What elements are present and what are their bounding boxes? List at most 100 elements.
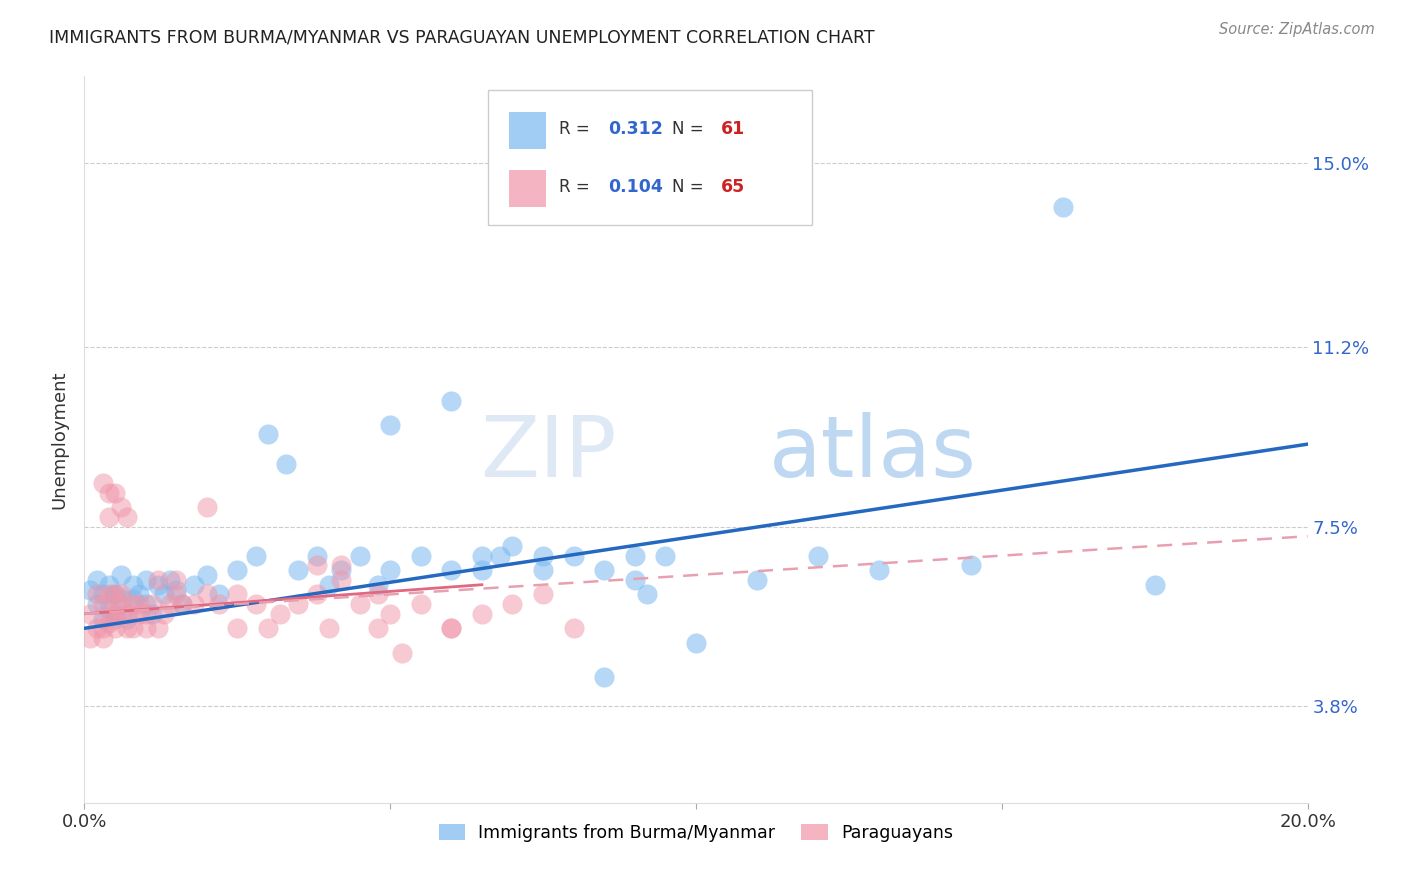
Point — [330, 558, 353, 573]
Text: 65: 65 — [720, 178, 745, 196]
Point — [159, 573, 181, 587]
Legend: Immigrants from Burma/Myanmar, Paraguayans: Immigrants from Burma/Myanmar, Paraguaya… — [432, 817, 960, 848]
Point — [960, 558, 983, 573]
Point — [165, 573, 187, 587]
Point — [747, 573, 769, 587]
Point — [153, 607, 176, 621]
Point — [91, 475, 114, 490]
Point — [531, 563, 554, 577]
Point — [349, 597, 371, 611]
Point — [110, 500, 132, 515]
Point — [79, 607, 101, 621]
Point — [380, 563, 402, 577]
Point — [97, 616, 120, 631]
Point — [104, 587, 127, 601]
Point — [330, 573, 353, 587]
Point — [257, 427, 280, 442]
Point — [531, 549, 554, 563]
Text: 0.312: 0.312 — [607, 120, 662, 138]
Point — [86, 621, 108, 635]
Point — [159, 597, 181, 611]
Text: 0.104: 0.104 — [607, 178, 662, 196]
Text: ZIP: ZIP — [479, 412, 616, 495]
Point — [115, 607, 138, 621]
Point — [195, 587, 218, 601]
Point — [79, 582, 101, 597]
Text: 61: 61 — [720, 120, 745, 138]
Point — [807, 549, 830, 563]
Point — [226, 587, 249, 601]
Point — [128, 607, 150, 621]
Point — [226, 621, 249, 635]
Point — [97, 485, 120, 500]
Point — [305, 549, 328, 563]
Text: Source: ZipAtlas.com: Source: ZipAtlas.com — [1219, 22, 1375, 37]
Point — [471, 607, 494, 621]
Point — [183, 597, 205, 611]
Point — [305, 587, 328, 601]
Point — [146, 573, 169, 587]
Point — [128, 597, 150, 611]
Point — [97, 509, 120, 524]
Point — [287, 597, 309, 611]
Point — [104, 485, 127, 500]
Point — [1052, 200, 1074, 214]
Point — [91, 631, 114, 645]
Bar — [509, 112, 546, 148]
Point — [183, 578, 205, 592]
Point — [502, 597, 524, 611]
Point — [86, 587, 108, 601]
Point — [471, 563, 494, 577]
Text: R =: R = — [560, 178, 589, 196]
Point — [86, 597, 108, 611]
Point — [172, 597, 194, 611]
Point — [440, 563, 463, 577]
Point — [153, 587, 176, 601]
Point — [440, 621, 463, 635]
Bar — [509, 170, 546, 207]
Point — [257, 621, 280, 635]
Point — [562, 549, 585, 563]
Point — [367, 587, 389, 601]
Point — [104, 587, 127, 601]
Point — [471, 549, 494, 563]
Point — [195, 500, 218, 515]
Point — [318, 578, 340, 592]
Point — [349, 549, 371, 563]
Point — [91, 597, 114, 611]
Point — [502, 539, 524, 553]
Point — [97, 602, 120, 616]
Point — [110, 568, 132, 582]
Point — [86, 573, 108, 587]
Point — [391, 646, 413, 660]
Point — [636, 587, 658, 601]
Point — [318, 621, 340, 635]
Point — [440, 621, 463, 635]
Point — [97, 587, 120, 601]
Point — [276, 457, 298, 471]
Point — [440, 393, 463, 408]
Point — [97, 607, 120, 621]
Point — [226, 563, 249, 577]
Point — [208, 587, 231, 601]
Point — [97, 578, 120, 592]
Point — [110, 592, 132, 607]
Text: N =: N = — [672, 120, 703, 138]
Point — [380, 607, 402, 621]
Point — [91, 612, 114, 626]
Point — [104, 607, 127, 621]
Point — [195, 568, 218, 582]
Point — [685, 636, 707, 650]
Point — [122, 621, 145, 635]
Point — [593, 563, 616, 577]
Point — [110, 587, 132, 601]
Point — [562, 621, 585, 635]
Point — [135, 607, 157, 621]
Point — [208, 597, 231, 611]
Point — [172, 597, 194, 611]
Point — [122, 592, 145, 607]
Text: IMMIGRANTS FROM BURMA/MYANMAR VS PARAGUAYAN UNEMPLOYMENT CORRELATION CHART: IMMIGRANTS FROM BURMA/MYANMAR VS PARAGUA… — [49, 29, 875, 46]
Point — [104, 621, 127, 635]
Point — [110, 597, 132, 611]
Point — [141, 597, 163, 611]
